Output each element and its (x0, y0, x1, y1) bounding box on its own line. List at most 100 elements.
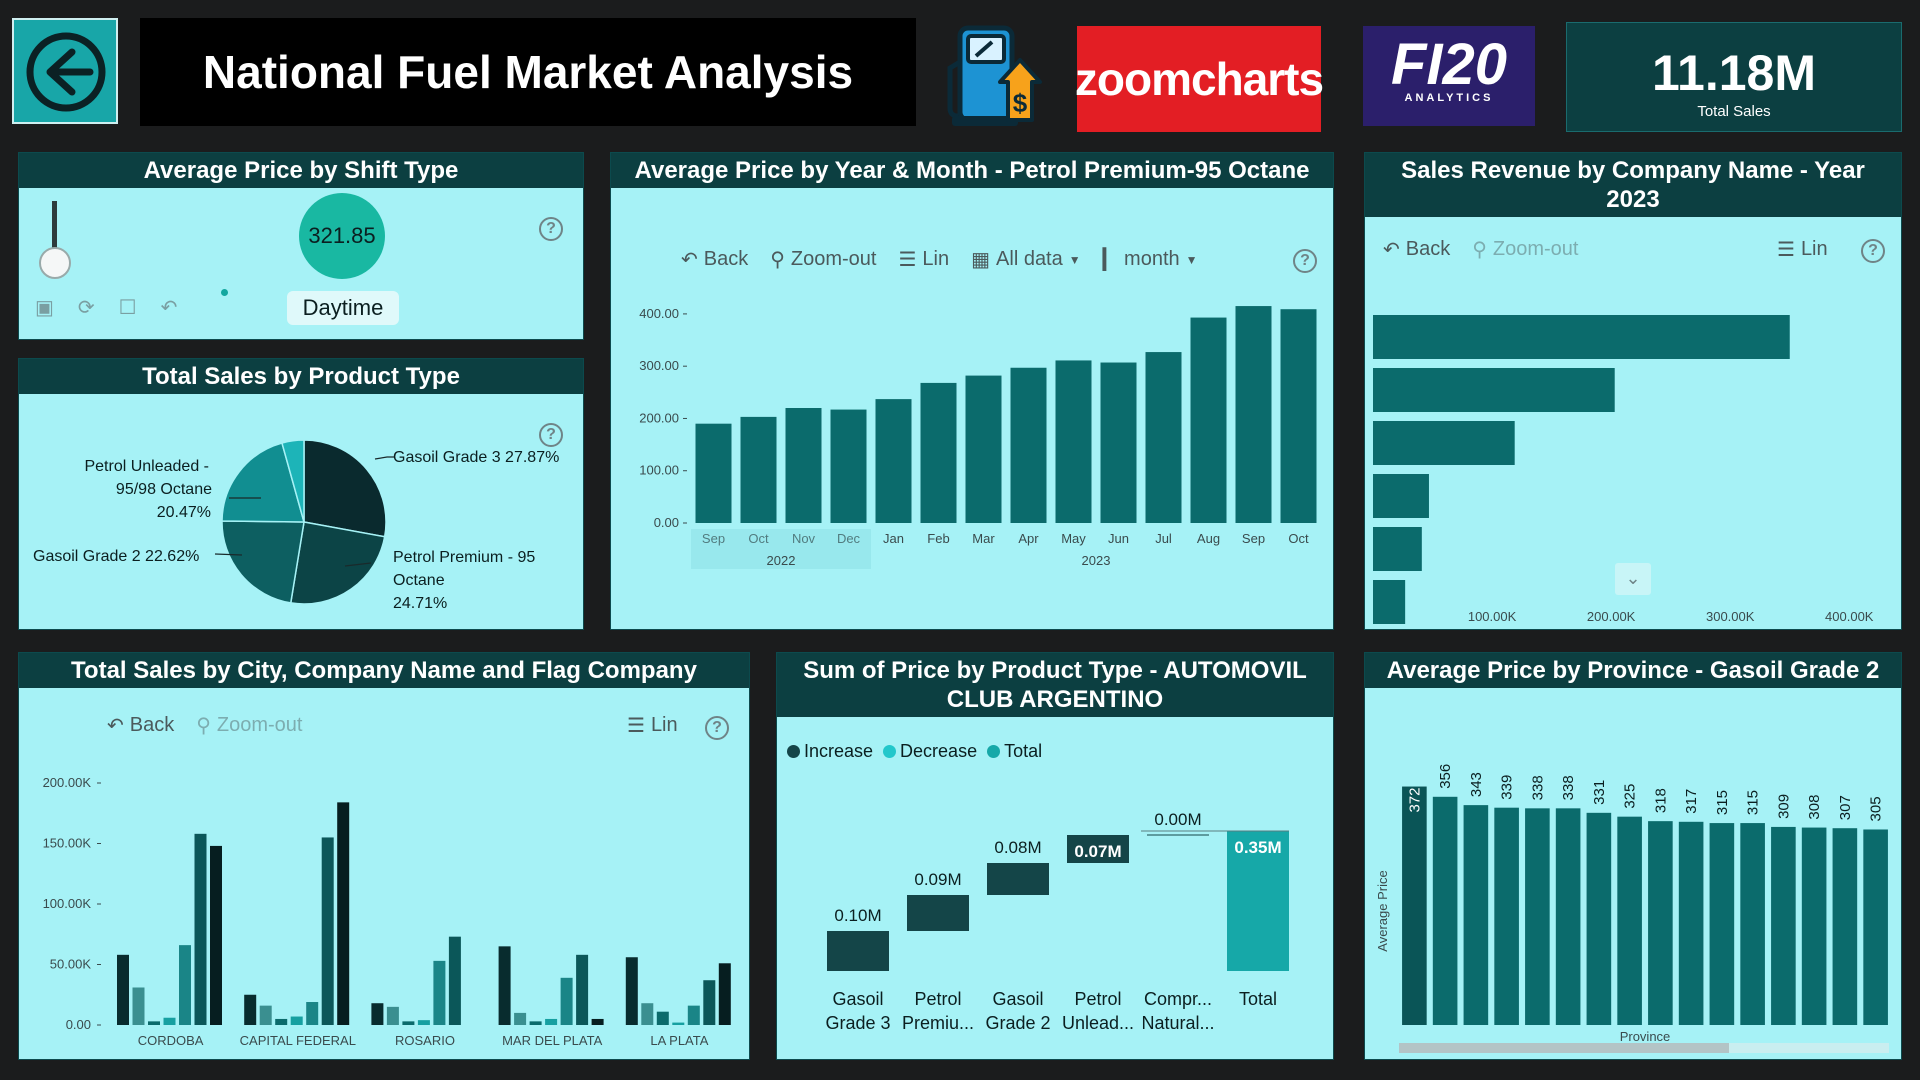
zoom-out-button[interactable]: ⚲ Zoom-out (1472, 237, 1578, 262)
bar (1373, 474, 1429, 518)
help-icon[interactable]: ? (1293, 249, 1317, 273)
fi20-logo: FI20 ANALYTICS (1363, 26, 1535, 126)
help-icon[interactable]: ? (539, 423, 563, 447)
data-label: 308 (1806, 795, 1823, 820)
back-button[interactable] (12, 18, 118, 124)
bar (1463, 805, 1489, 1025)
help-icon[interactable]: ? (539, 217, 563, 241)
bar (1010, 367, 1047, 523)
bar (290, 1016, 303, 1025)
zoom-out-button[interactable]: ⚲ Zoom-out (196, 713, 302, 738)
list-icon: ☰ (898, 249, 917, 271)
product-type-title: Total Sales by Product Type (19, 359, 583, 394)
slider-handle[interactable] (39, 247, 71, 279)
pie-label-unleaded-3: 20.47% (157, 504, 211, 521)
y-tick-label: 300.00 (639, 358, 679, 373)
city-bar-chart: 0.00 50.00K 100.00K 150.00K 200.00K CORDOBA CA… (43, 775, 731, 1048)
lin-button[interactable]: ☰ Lin (627, 713, 678, 738)
bar (591, 1018, 604, 1025)
image-icon[interactable]: ▣ (35, 297, 54, 319)
bar (830, 409, 867, 523)
legend-decrease[interactable]: Decrease (883, 741, 977, 762)
data-label: 356 (1437, 764, 1454, 789)
data-label: 307 (1837, 795, 1854, 820)
x-tick-label: LA PLATA (650, 1033, 708, 1048)
bar (417, 1020, 430, 1025)
company-toolbar-right: ☰ Lin (1777, 237, 1828, 262)
back-arrow-icon: ↶ (107, 715, 124, 737)
refresh-icon[interactable]: ⟳ (77, 297, 95, 319)
pie-label-gasoil3: Gasoil Grade 3 27.87% (393, 449, 559, 466)
bar (1373, 368, 1615, 412)
bar (1525, 808, 1550, 1025)
back-button[interactable]: ↶ Back (107, 713, 174, 738)
shift-type-title: Average Price by Shift Type (19, 153, 583, 188)
bar (1678, 821, 1704, 1025)
data-label: 338 (1560, 775, 1577, 800)
bar (1494, 807, 1519, 1025)
zoom-out-button[interactable]: ⚲ Zoom-out (770, 247, 876, 272)
y-tick-label: 400.00 (639, 306, 679, 321)
bar (703, 980, 716, 1025)
bar (827, 931, 889, 971)
bar (695, 423, 732, 523)
scroll-down-button[interactable]: ⌄ (1615, 563, 1651, 595)
month-price-title: Average Price by Year & Month - Petrol P… (611, 153, 1333, 188)
horizontal-scrollbar[interactable] (1399, 1043, 1889, 1053)
bar (545, 1018, 558, 1025)
lin-button[interactable]: ☰ Lin (898, 247, 949, 272)
pie-slice (303, 439, 387, 538)
back-button[interactable]: ↶ Back (681, 247, 748, 272)
lin-button[interactable]: ☰ Lin (1777, 237, 1828, 262)
legend-increase[interactable]: Increase (787, 741, 873, 762)
undo-icon[interactable]: ↶ (160, 297, 178, 319)
data-label: 338 (1529, 775, 1546, 800)
scrollbar-thumb[interactable] (1399, 1043, 1729, 1053)
pie-chart: Petrol Unleaded - 95/98 Octane 20.47% Ga… (33, 439, 559, 612)
y-tick-label: 100.00K (43, 896, 92, 911)
month-price-panel: Average Price by Year & Month - Petrol P… (610, 152, 1334, 630)
bar (1280, 309, 1317, 523)
data-label: 343 (1468, 772, 1485, 797)
bar (1055, 360, 1092, 523)
bar (1432, 796, 1458, 1025)
bar (132, 987, 145, 1025)
bar (672, 1022, 685, 1025)
bar (1227, 831, 1289, 971)
y-tick-label: 100.00 (639, 463, 679, 478)
x-tick-label: CAPITAL FEDERAL (240, 1033, 356, 1048)
shift-dot (221, 289, 228, 296)
bar (1709, 823, 1735, 1025)
bar (1373, 315, 1790, 359)
svg-text:$: $ (1013, 88, 1028, 118)
list-icon: ☰ (627, 715, 645, 737)
shift-slider[interactable] (37, 201, 73, 279)
bar (1832, 828, 1858, 1025)
zoomcharts-logo-text: zoomcharts (1074, 53, 1324, 105)
data-label: 0.09M (914, 870, 961, 889)
all-data-dropdown[interactable]: ▦ All data ▼ (971, 247, 1081, 272)
data-label: 0.00M (1154, 810, 1201, 829)
unlock-icon[interactable]: ☐ (118, 297, 137, 319)
chevron-down-icon: ⌄ (1625, 568, 1641, 588)
company-toolbar: ↶ Back ⚲ Zoom-out (1383, 237, 1578, 262)
waterfall-panel: Sum of Price by Product Type - AUTOMOVIL… (776, 652, 1334, 1060)
help-icon[interactable]: ? (1861, 239, 1885, 263)
x-tick-label: Premiu... (902, 1013, 974, 1033)
bar (965, 375, 1002, 523)
month-dropdown[interactable]: ▎ month ▼ (1103, 247, 1198, 272)
bar (148, 1021, 160, 1025)
data-label: 315 (1745, 790, 1762, 815)
back-arrow-icon: ↶ (1383, 239, 1400, 261)
x-tick-label: Apr (1018, 531, 1039, 546)
back-label: Back (1405, 238, 1451, 260)
shift-bubble[interactable]: 321.85 (299, 193, 385, 279)
legend-decrease-label: Decrease (900, 741, 978, 761)
bar (163, 1017, 176, 1025)
legend-total[interactable]: Total (987, 741, 1042, 762)
back-button[interactable]: ↶ Back (1383, 237, 1450, 262)
help-icon[interactable]: ? (705, 716, 729, 740)
pie-label-premium-3: 24.71% (393, 595, 447, 612)
x-tick-label: Jan (883, 531, 904, 546)
bar (1402, 786, 1427, 1025)
